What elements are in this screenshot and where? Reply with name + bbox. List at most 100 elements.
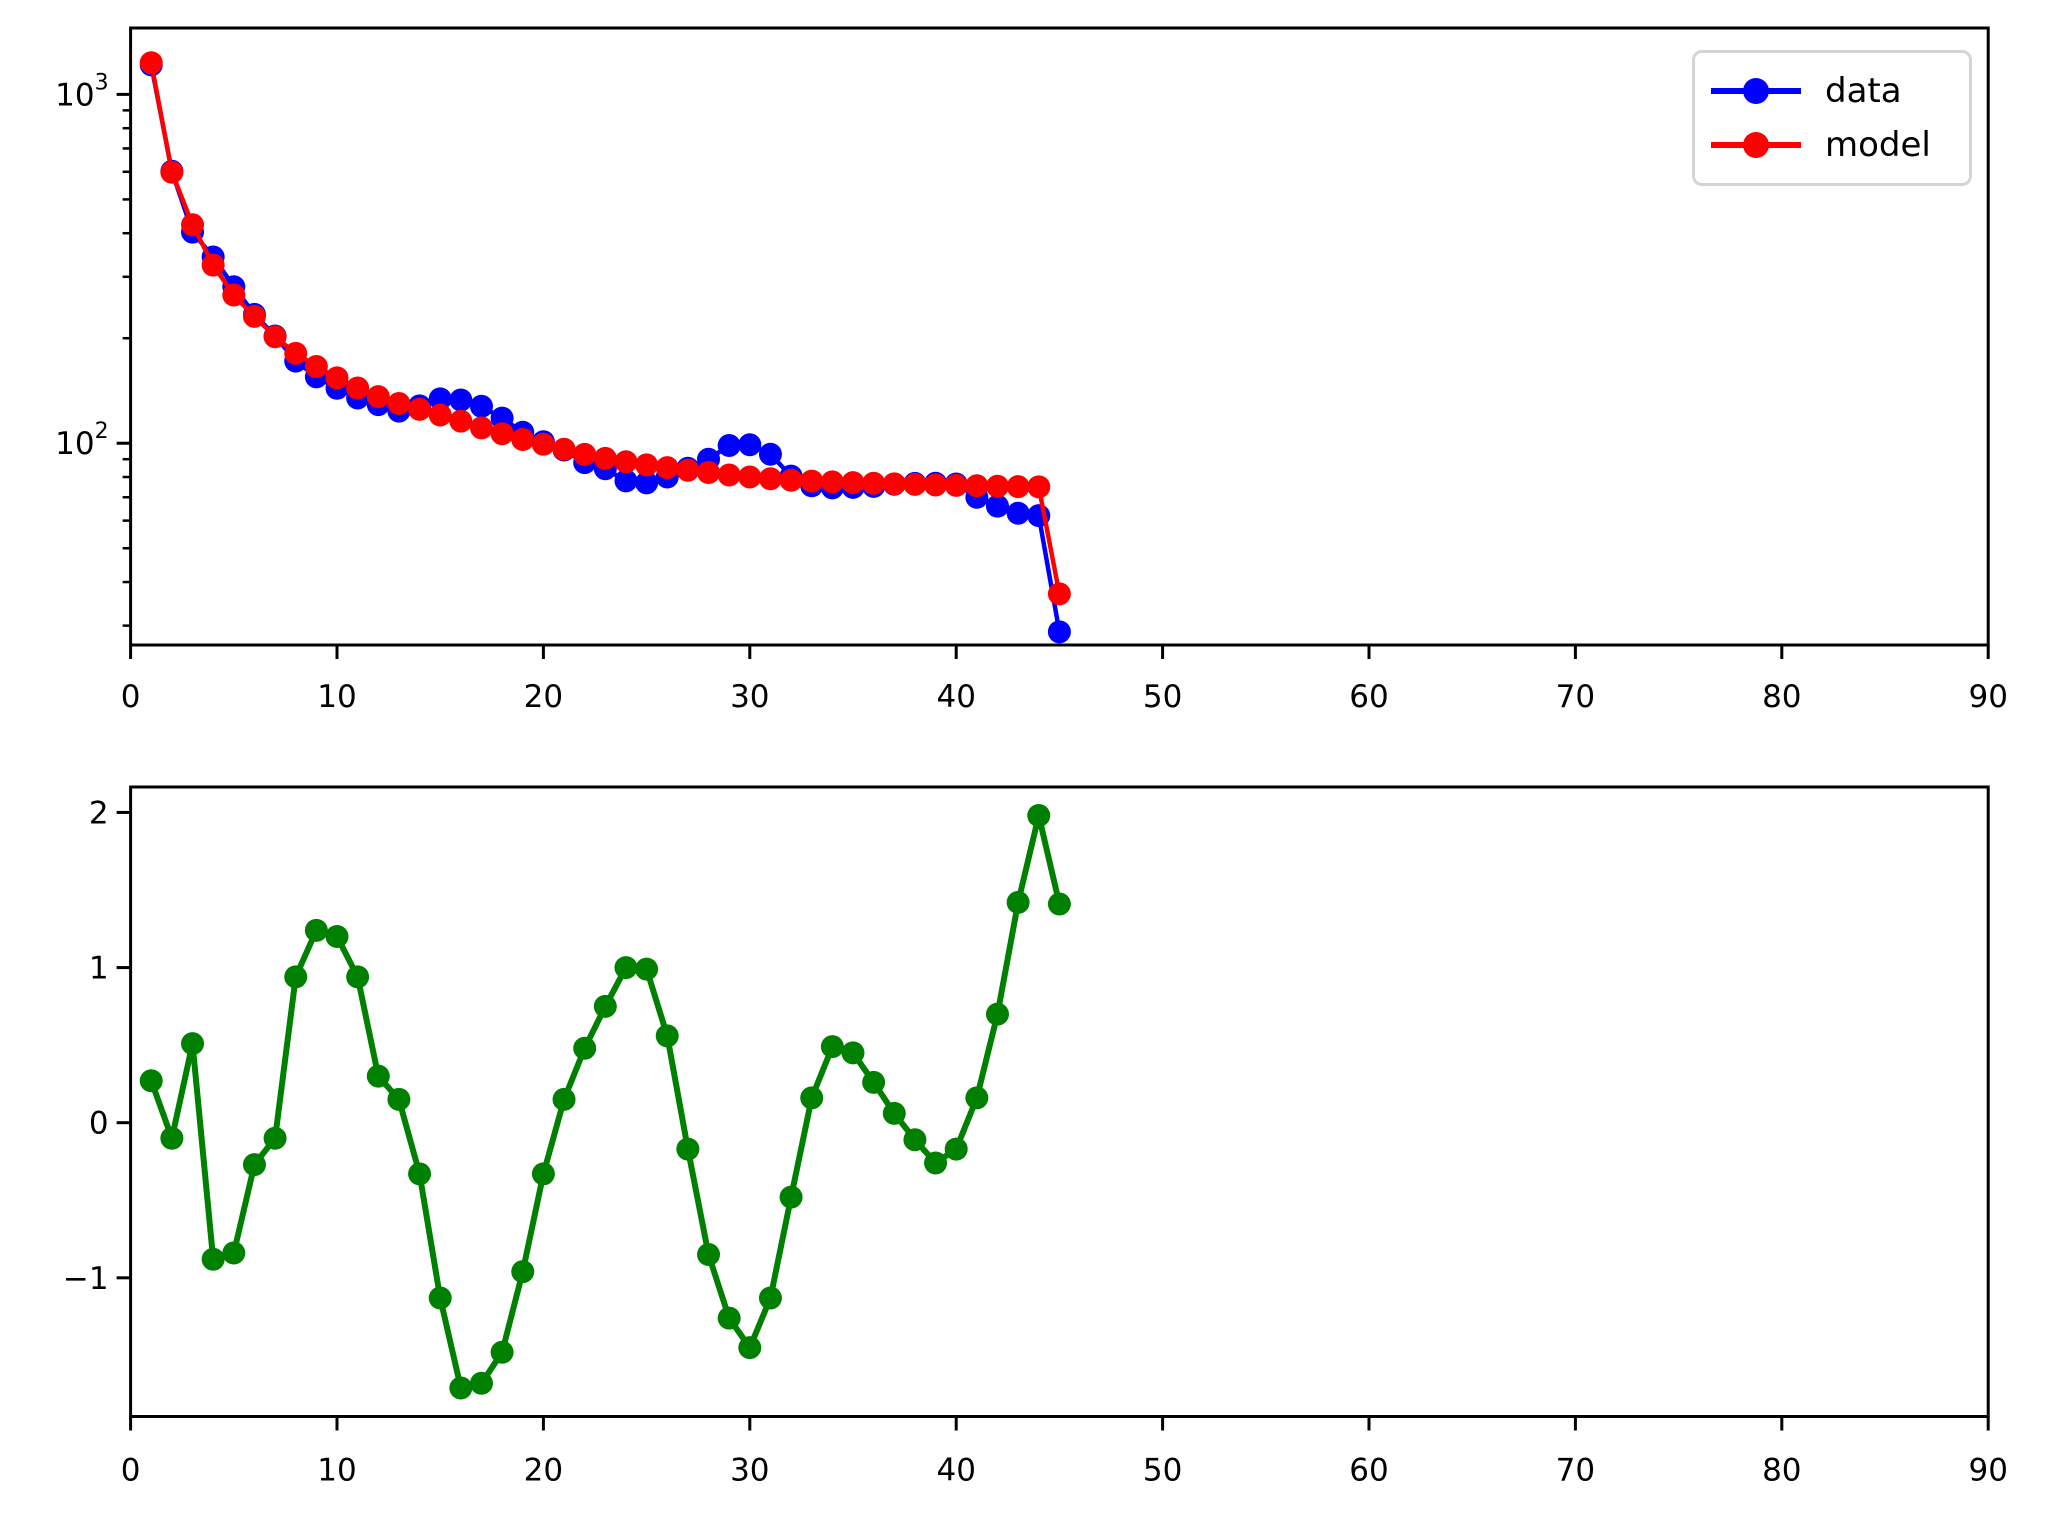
legend[interactable]: data model — [1692, 50, 1972, 186]
residuals-point[interactable] — [758, 1286, 782, 1310]
residuals-point[interactable] — [573, 1036, 597, 1060]
residuals-point[interactable] — [965, 1086, 989, 1110]
residuals-point[interactable] — [181, 1032, 205, 1056]
model-point[interactable] — [160, 160, 184, 184]
residuals-point[interactable] — [1047, 892, 1071, 916]
model-point[interactable] — [284, 341, 308, 365]
model-point[interactable] — [346, 376, 370, 400]
model-point[interactable] — [304, 354, 328, 378]
data-point[interactable] — [758, 442, 782, 466]
residuals-point[interactable] — [387, 1087, 411, 1111]
model-point[interactable] — [181, 213, 205, 237]
model-point[interactable] — [924, 473, 948, 497]
residuals-point[interactable] — [284, 965, 308, 989]
residuals-point[interactable] — [325, 925, 349, 949]
data-point[interactable] — [717, 434, 741, 458]
residuals-point[interactable] — [635, 957, 659, 981]
model-point[interactable] — [531, 432, 555, 456]
data-point[interactable] — [985, 494, 1009, 518]
residuals-point[interactable] — [862, 1070, 886, 1094]
model-point[interactable] — [428, 403, 452, 427]
residuals-point[interactable] — [738, 1336, 762, 1360]
data-point[interactable] — [428, 387, 452, 411]
model-point[interactable] — [882, 472, 906, 496]
residuals-point[interactable] — [366, 1064, 390, 1088]
legend-item-model[interactable]: model — [1709, 125, 1969, 165]
residuals-point[interactable] — [655, 1024, 679, 1048]
residuals-point[interactable] — [160, 1126, 184, 1150]
data-point[interactable] — [449, 388, 473, 412]
residuals-point[interactable] — [449, 1376, 473, 1400]
residuals-point[interactable] — [697, 1243, 721, 1267]
residuals-point[interactable] — [428, 1286, 452, 1310]
residuals-point[interactable] — [820, 1035, 844, 1059]
model-point[interactable] — [903, 472, 927, 496]
model-point[interactable] — [820, 470, 844, 494]
residuals-point[interactable] — [201, 1247, 225, 1271]
residuals-point[interactable] — [346, 965, 370, 989]
residuals-point[interactable] — [924, 1151, 948, 1175]
model-point[interactable] — [1047, 582, 1071, 606]
residuals-point[interactable] — [222, 1241, 246, 1265]
residuals-point[interactable] — [676, 1137, 700, 1161]
model-point[interactable] — [263, 325, 287, 349]
residuals-point[interactable] — [242, 1153, 266, 1177]
model-point[interactable] — [139, 51, 163, 75]
model-point[interactable] — [985, 474, 1009, 498]
model-point[interactable] — [387, 391, 411, 415]
model-point[interactable] — [242, 304, 266, 328]
residuals-point[interactable] — [1006, 890, 1030, 914]
model-point[interactable] — [201, 253, 225, 277]
legend-item-data[interactable]: data — [1709, 71, 1969, 111]
residuals-point[interactable] — [903, 1128, 927, 1152]
data-point[interactable] — [614, 469, 638, 493]
residuals-point[interactable] — [408, 1162, 432, 1186]
residuals-point[interactable] — [779, 1185, 803, 1209]
model-point[interactable] — [593, 446, 617, 470]
residuals-point[interactable] — [469, 1371, 493, 1395]
residuals-point[interactable] — [841, 1041, 865, 1065]
model-point[interactable] — [449, 409, 473, 433]
residuals-point[interactable] — [717, 1306, 741, 1330]
data-point[interactable] — [738, 433, 762, 457]
model-point[interactable] — [1006, 475, 1030, 499]
residuals-point[interactable] — [263, 1126, 287, 1150]
model-point[interactable] — [325, 366, 349, 390]
residuals-point[interactable] — [800, 1086, 824, 1110]
model-point[interactable] — [738, 465, 762, 489]
residuals-point[interactable] — [593, 994, 617, 1018]
model-point[interactable] — [697, 461, 721, 485]
data-point[interactable] — [469, 394, 493, 418]
residuals-point[interactable] — [944, 1137, 968, 1161]
model-point[interactable] — [1027, 475, 1051, 499]
model-point[interactable] — [635, 453, 659, 477]
residuals-point[interactable] — [139, 1069, 163, 1093]
residuals-point[interactable] — [882, 1101, 906, 1125]
model-point[interactable] — [552, 437, 576, 461]
residuals-point[interactable] — [1027, 804, 1051, 828]
model-point[interactable] — [408, 397, 432, 421]
model-point[interactable] — [511, 427, 535, 451]
model-point[interactable] — [800, 469, 824, 493]
model-point[interactable] — [222, 283, 246, 307]
model-point[interactable] — [366, 385, 390, 409]
residuals-point[interactable] — [304, 918, 328, 942]
model-point[interactable] — [862, 471, 886, 495]
model-point[interactable] — [779, 468, 803, 492]
data-point[interactable] — [635, 471, 659, 495]
model-point[interactable] — [573, 442, 597, 466]
model-point[interactable] — [758, 467, 782, 491]
data-point[interactable] — [1047, 620, 1071, 644]
residuals-point[interactable] — [531, 1162, 555, 1186]
model-point[interactable] — [469, 416, 493, 440]
model-point[interactable] — [841, 471, 865, 495]
residuals-point[interactable] — [552, 1087, 576, 1111]
residuals-point[interactable] — [511, 1260, 535, 1284]
residuals-point[interactable] — [985, 1002, 1009, 1026]
residuals-point[interactable] — [490, 1340, 514, 1364]
model-point[interactable] — [676, 458, 700, 482]
model-point[interactable] — [490, 422, 514, 446]
residuals-point[interactable] — [614, 956, 638, 980]
model-point[interactable] — [965, 474, 989, 498]
model-point[interactable] — [614, 450, 638, 474]
